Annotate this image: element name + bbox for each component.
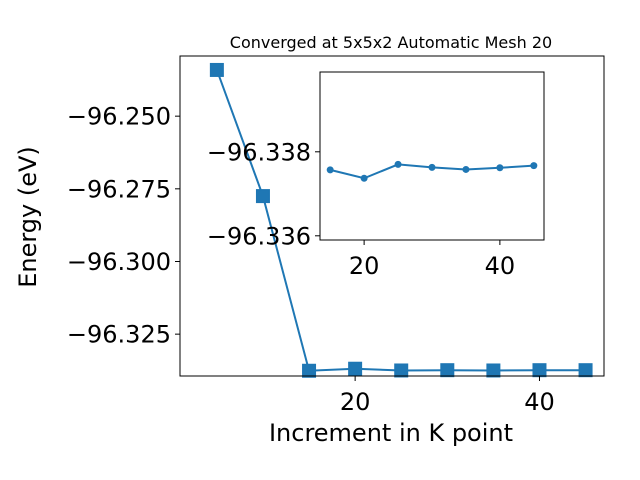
- main-data-point: [255, 189, 270, 204]
- main-data-point: [486, 363, 501, 378]
- main-data-point: [209, 62, 224, 77]
- main-data-point: [532, 363, 547, 378]
- inset-data-point: [360, 174, 368, 182]
- main-y-tick-label: −96.250: [67, 103, 171, 131]
- chart-title: Converged at 5x5x2 Automatic Mesh 20: [230, 33, 552, 52]
- inset-plot-area: 20 40 −96.338 −96.336: [207, 71, 545, 280]
- main-y-tick-label: −96.300: [67, 248, 171, 276]
- main-x-tick-label: 40: [524, 388, 555, 416]
- main-data-point: [348, 361, 363, 376]
- inset-y-tick-label: −96.338: [207, 138, 311, 166]
- inset-y-tick-label: −96.336: [207, 222, 311, 250]
- inset-data-point: [530, 162, 538, 170]
- inset-x-tick-label: 40: [485, 252, 516, 280]
- inset-x-tick-label: 20: [349, 252, 380, 280]
- main-plot-area: 20 40 −96.250 −96.275 −96.300 −96.325: [67, 55, 605, 416]
- main-x-tick-label: 20: [340, 388, 371, 416]
- inset-data-point: [428, 163, 436, 171]
- x-axis-label: Increment in K point: [269, 419, 513, 447]
- inset-background: [320, 72, 544, 240]
- main-data-point: [440, 363, 455, 378]
- main-y-tick-label: −96.275: [67, 175, 171, 203]
- main-frame: [179, 55, 605, 377]
- y-axis-label: Energy (eV): [14, 146, 42, 288]
- inset-data-point: [326, 166, 334, 174]
- inset-data-point: [462, 165, 470, 173]
- main-y-tick-label: −96.325: [67, 321, 171, 349]
- main-data-point: [302, 363, 317, 378]
- main-data-point: [394, 363, 409, 378]
- inset-data-point: [496, 164, 504, 172]
- inset-data-point: [394, 160, 402, 168]
- main-data-point: [578, 363, 593, 378]
- inset-frame: [319, 71, 545, 241]
